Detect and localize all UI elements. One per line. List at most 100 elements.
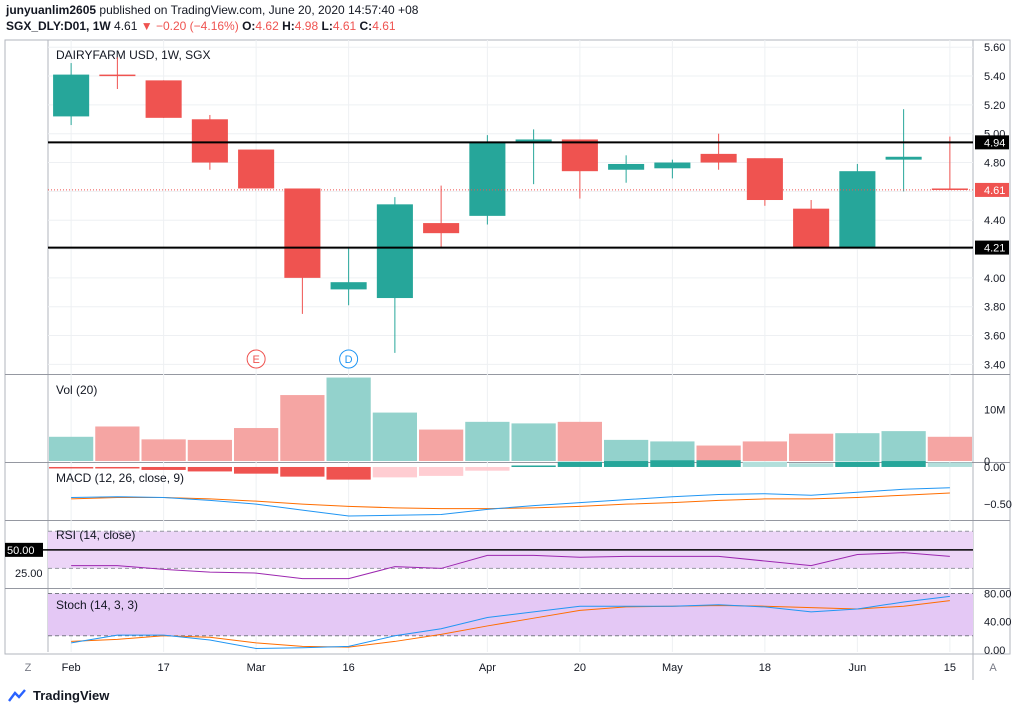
stoch-tick-label: 0.00 bbox=[984, 645, 1005, 657]
event-marker-label: E bbox=[252, 354, 259, 366]
macd-histogram-bar bbox=[95, 466, 140, 469]
macd-histogram-bar bbox=[696, 460, 741, 467]
candle-body bbox=[238, 149, 275, 189]
open-label: O: bbox=[242, 19, 256, 33]
close-value: 4.61 bbox=[372, 19, 396, 33]
price-change: −0.20 (−4.16%) bbox=[155, 19, 239, 33]
candle-body bbox=[99, 74, 136, 77]
high-value: 4.98 bbox=[294, 19, 319, 33]
candle-body bbox=[746, 158, 783, 201]
macd-histogram-bar bbox=[141, 466, 186, 470]
macd-histogram-bar bbox=[326, 466, 371, 480]
stoch-tick-label: 40.00 bbox=[984, 617, 1012, 629]
high-label: H: bbox=[282, 19, 295, 33]
close-label: C: bbox=[359, 19, 373, 33]
candle-body bbox=[376, 204, 413, 299]
candle-body bbox=[793, 208, 830, 248]
volume-bar bbox=[511, 423, 556, 461]
username[interactable]: junyuanlim2605 bbox=[6, 3, 97, 17]
macd-signal-line bbox=[71, 492, 950, 510]
last-price-tag bbox=[975, 182, 1009, 197]
event-marker-icon bbox=[339, 349, 359, 369]
price-tick-label: 4.80 bbox=[984, 158, 1005, 170]
volume-bar bbox=[419, 429, 464, 461]
x-tick-label: May bbox=[662, 662, 683, 674]
volume-bar bbox=[280, 395, 325, 461]
macd-histogram-bar bbox=[650, 460, 695, 467]
corner-label-right: A bbox=[989, 662, 997, 674]
candle-body bbox=[53, 74, 90, 117]
volume-bar bbox=[835, 433, 880, 461]
brand-name: TradingView bbox=[33, 688, 110, 703]
macd-histogram-bar bbox=[557, 461, 602, 467]
macd-histogram-bar bbox=[927, 462, 972, 467]
x-tick-label: Mar bbox=[247, 662, 266, 674]
volume-tick-label: 0 bbox=[984, 456, 990, 468]
candle-body bbox=[469, 142, 506, 216]
macd-histogram-bar bbox=[234, 466, 279, 474]
event-marker-label: D bbox=[345, 354, 353, 366]
candle-body bbox=[561, 139, 598, 172]
corner-label-left: Z bbox=[25, 662, 32, 674]
macd-histogram-bar bbox=[465, 466, 510, 471]
last-price: 4.61 bbox=[114, 19, 138, 33]
volume-bar bbox=[742, 441, 787, 461]
volume-title: Vol (20) bbox=[56, 383, 97, 397]
candle-body bbox=[700, 153, 737, 163]
macd-tick-label: −0.50 bbox=[984, 499, 1012, 511]
volume-bar bbox=[927, 436, 972, 461]
rsi-title: RSI (14, close) bbox=[56, 528, 135, 542]
symbol-info: SGX_DLY:D01, 1W 4.61 ▼ −0.20 (−4.16%) O:… bbox=[6, 19, 396, 33]
price-tick-label: 5.60 bbox=[984, 42, 1005, 54]
stoch-k-line bbox=[71, 595, 950, 649]
publish-info: junyuanlim2605 published on TradingView.… bbox=[6, 3, 418, 17]
x-tick-label: 15 bbox=[944, 662, 956, 674]
open-value: 4.62 bbox=[255, 19, 279, 33]
x-tick-label: Apr bbox=[479, 662, 496, 674]
price-tick-label: 4.40 bbox=[984, 215, 1005, 227]
candle-body bbox=[423, 223, 460, 234]
rsi-level-label: 50.00 bbox=[7, 545, 35, 557]
macd-histogram-bar bbox=[187, 466, 232, 472]
rsi-level-tag bbox=[5, 542, 43, 557]
volume-bar bbox=[234, 428, 279, 461]
macd-histogram-bar bbox=[49, 466, 94, 469]
volume-bar bbox=[650, 441, 695, 461]
macd-histogram-bar bbox=[419, 466, 464, 476]
tradingview-brand[interactable]: TradingView bbox=[8, 688, 109, 703]
price-tick-label: 4.00 bbox=[984, 273, 1005, 285]
x-tick-label: 16 bbox=[343, 662, 355, 674]
event-marker-icon bbox=[246, 349, 266, 369]
level-label: 4.21 bbox=[984, 243, 1005, 255]
volume-bar bbox=[881, 431, 926, 461]
rsi-tick-label: 25.00 bbox=[15, 568, 43, 580]
volume-bar bbox=[49, 436, 94, 461]
price-tick-label: 5.20 bbox=[984, 100, 1005, 112]
published-text: published on TradingView.com, June 20, 2… bbox=[99, 3, 419, 17]
x-tick-label: Jun bbox=[849, 662, 867, 674]
macd-histogram-bar bbox=[742, 461, 787, 467]
macd-histogram-bar bbox=[835, 461, 880, 467]
candle-body bbox=[839, 171, 876, 248]
x-tick-label: 18 bbox=[759, 662, 771, 674]
level-tag bbox=[975, 240, 1009, 255]
volume-tick-label: 10M bbox=[984, 404, 1005, 416]
macd-histogram-bar bbox=[604, 461, 649, 467]
candle-body bbox=[608, 163, 645, 170]
stoch-d-line bbox=[71, 600, 950, 648]
level-tag bbox=[975, 135, 1009, 150]
down-triangle-icon: ▼ bbox=[140, 19, 153, 33]
volume-bar bbox=[465, 421, 510, 461]
volume-bar bbox=[372, 412, 417, 461]
stoch-tick-label: 80.00 bbox=[984, 589, 1012, 601]
candle-body bbox=[515, 139, 552, 143]
price-tick-label: 3.40 bbox=[984, 359, 1005, 371]
macd-tick-label: 0.00 bbox=[984, 462, 1005, 474]
candle-body bbox=[191, 119, 228, 163]
volume-bar bbox=[789, 433, 834, 461]
candle-body bbox=[885, 156, 922, 160]
candle-body bbox=[654, 162, 691, 169]
macd-histogram-bar bbox=[881, 461, 926, 467]
stoch-title: Stoch (14, 3, 3) bbox=[56, 598, 138, 612]
